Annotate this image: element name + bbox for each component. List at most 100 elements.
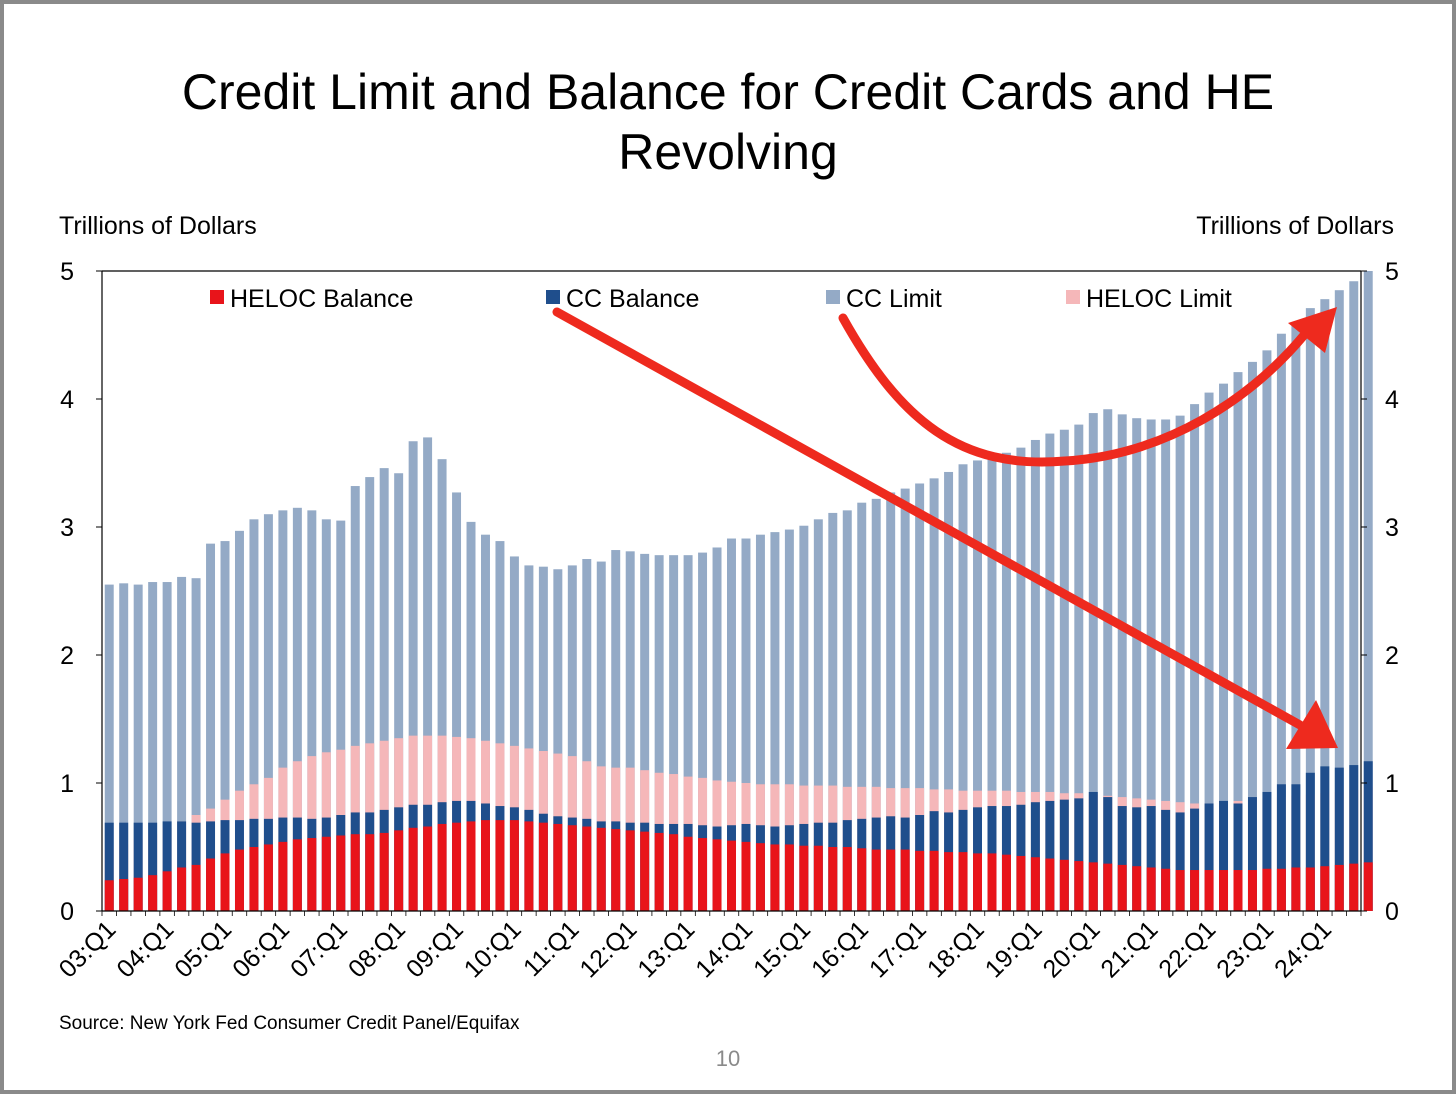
heloc-balance-bar <box>524 821 534 911</box>
cc-limit-bar <box>1103 409 1113 911</box>
heloc-balance-bar <box>292 839 302 911</box>
x-tick-label: 14:Q1 <box>690 915 758 983</box>
heloc-balance-bar <box>278 841 288 911</box>
cc-limit-bar <box>871 498 881 911</box>
cc-limit-bar <box>683 555 693 911</box>
cc-limit-bar <box>278 510 288 911</box>
legend-label: HELOC Balance <box>230 285 413 313</box>
cc-balance-bar <box>1349 765 1359 911</box>
x-tick-label: 10:Q1 <box>459 915 527 983</box>
heloc-balance-bar <box>104 880 114 911</box>
heloc-balance-bar <box>1103 863 1113 911</box>
heloc-balance-bar <box>1016 855 1026 911</box>
heloc-balance-bar <box>683 836 693 911</box>
heloc-balance-bar <box>1219 870 1229 911</box>
heloc-balance-bar <box>1334 864 1344 911</box>
heloc-balance-bar <box>654 832 664 911</box>
cc-limit-bar <box>915 483 925 911</box>
cc-limit-bar <box>770 532 780 911</box>
cc-limit-bar <box>1320 299 1330 911</box>
cc-balance-bar <box>1045 800 1055 911</box>
heloc-balance-bar <box>886 849 896 911</box>
heloc-balance-bar <box>944 852 954 911</box>
legend-swatch <box>826 290 840 304</box>
heloc-balance-bar <box>784 844 794 911</box>
legend-label: HELOC Limit <box>1086 285 1232 313</box>
cc-limit-bar <box>553 569 563 911</box>
cc-limit-bar <box>1262 350 1272 911</box>
cc-limit-bar <box>944 471 954 911</box>
cc-limit-bar <box>1016 447 1026 911</box>
cc-limit-bar <box>625 551 635 911</box>
cc-limit-bar <box>727 538 736 911</box>
x-tick-label: 17:Q1 <box>864 915 932 983</box>
x-tick-label: 19:Q1 <box>980 915 1048 983</box>
heloc-balance-bar <box>669 834 679 911</box>
left-tick-label: 1 <box>60 770 74 798</box>
heloc-balance-bar <box>495 820 505 911</box>
down-arrow-head <box>1286 700 1338 749</box>
cc-limit-bar <box>799 525 809 911</box>
cc-balance-bar <box>1175 812 1185 911</box>
right-tick-label: 0 <box>1385 898 1399 926</box>
cc-balance-bar <box>1262 791 1272 911</box>
left-tick-label: 3 <box>60 514 74 542</box>
cc-limit-bar <box>307 510 317 911</box>
heloc-balance-bar <box>900 849 910 911</box>
page-number: 10 <box>715 1046 741 1071</box>
chart-title-line-2: Revolving <box>618 124 838 180</box>
legend-swatch <box>210 290 224 304</box>
heloc-balance-bar <box>408 827 418 911</box>
heloc-balance-bar <box>350 834 360 911</box>
cc-limit-bar <box>162 582 172 911</box>
cc-limit-bar <box>119 583 129 911</box>
x-tick-label: 04:Q1 <box>111 915 179 983</box>
down-arrow-shaft <box>552 307 1305 730</box>
heloc-balance-bar <box>191 864 201 911</box>
x-tick-label: 13:Q1 <box>632 915 700 983</box>
cc-limit-bar <box>206 543 216 911</box>
cc-limit-bar <box>1190 404 1200 911</box>
cc-limit-bar <box>1059 429 1069 911</box>
left-tick-label: 0 <box>60 898 74 926</box>
cc-balance-bar <box>1074 798 1084 911</box>
cc-limit-bar <box>842 510 852 911</box>
heloc-balance-bar <box>1276 868 1286 911</box>
cc-balance-bar <box>1363 761 1373 911</box>
x-tick-label: 20:Q1 <box>1038 915 1106 983</box>
heloc-balance-bar <box>307 838 317 911</box>
heloc-balance-bar <box>640 831 650 911</box>
heloc-balance-bar <box>698 838 708 911</box>
legend-item: CC Balance <box>546 285 699 313</box>
legend-item: CC Limit <box>826 285 942 313</box>
cc-limit-bar <box>741 538 751 911</box>
cc-balance-bar <box>1233 803 1243 911</box>
x-tick-label: 09:Q1 <box>401 915 469 983</box>
cc-limit-bar <box>784 529 794 911</box>
x-tick-label: 21:Q1 <box>1095 915 1163 983</box>
cc-limit-bar <box>394 473 404 911</box>
cc-balance-bar <box>1291 784 1301 911</box>
cc-balance-bar <box>119 822 129 911</box>
heloc-balance-bar <box>1349 863 1359 911</box>
cc-balance-bar <box>1334 767 1344 911</box>
heloc-balance-bar <box>741 841 751 911</box>
x-tick-label: 16:Q1 <box>806 915 874 983</box>
heloc-balance-bar <box>1161 868 1171 911</box>
cc-limit-bar <box>365 477 375 911</box>
cc-limit-bar <box>1045 433 1055 911</box>
cc-balance-bar <box>1146 806 1156 911</box>
cc-limit-bar <box>973 460 982 911</box>
heloc-balance-bar <box>1262 868 1272 911</box>
legend-swatch <box>1066 290 1080 304</box>
cc-limit-bar <box>495 541 505 911</box>
cc-limit-bar <box>958 464 968 911</box>
heloc-balance-bar <box>611 829 621 911</box>
cc-limit-bar <box>481 534 490 911</box>
heloc-balance-bar <box>871 849 881 911</box>
heloc-balance-bar <box>929 850 939 911</box>
cc-limit-bar <box>1349 281 1359 911</box>
cc-limit-bar <box>263 514 273 911</box>
cc-balance-bar <box>1204 803 1214 911</box>
